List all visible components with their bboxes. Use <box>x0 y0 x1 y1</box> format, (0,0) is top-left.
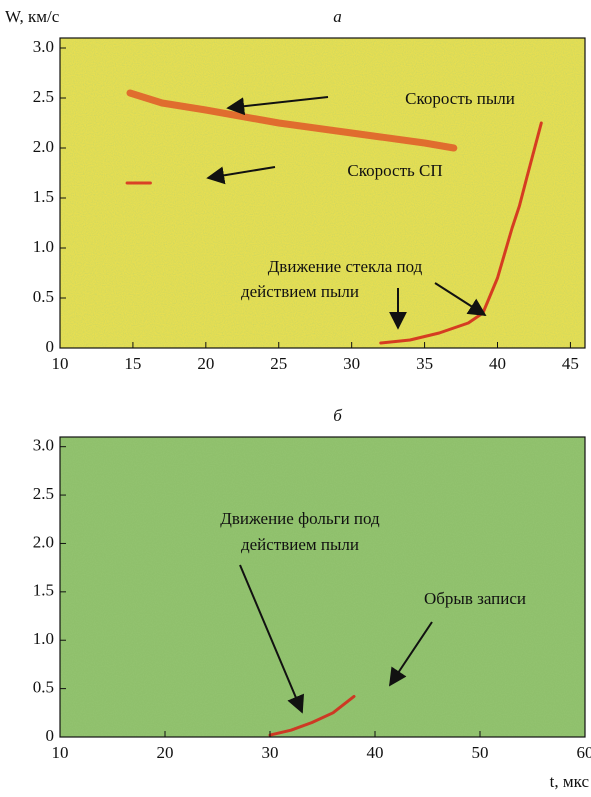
y-tick-label: 0.5 <box>33 287 54 306</box>
trace <box>379 121 543 345</box>
trace <box>268 694 356 737</box>
x-tick-label: 15 <box>124 354 141 373</box>
plot-texture <box>60 437 585 737</box>
y-tick-label: 3.0 <box>33 37 54 56</box>
y-tick-label: 2.0 <box>33 532 54 551</box>
y-tick-label: 0.5 <box>33 678 54 697</box>
x-tick-label: 40 <box>489 354 506 373</box>
panel-title: а <box>333 7 342 26</box>
x-tick-label: 30 <box>343 354 360 373</box>
y-tick-label: 1.5 <box>33 581 54 600</box>
annotation: действием пыли <box>241 535 359 554</box>
x-tick-label: 20 <box>157 743 174 762</box>
x-axis-label: t, мкс <box>550 772 590 791</box>
annotation: действием пыли <box>241 282 359 301</box>
annotation: Скорость СП <box>347 161 442 180</box>
y-tick-label: 0 <box>46 337 55 356</box>
y-tick-label: 2.5 <box>33 484 54 503</box>
arrow <box>389 621 433 687</box>
x-tick-label: 20 <box>197 354 214 373</box>
plot-frame <box>59 37 586 349</box>
annotation: Скорость пыли <box>405 89 515 108</box>
x-tick-label: 25 <box>270 354 287 373</box>
x-tick-label: 35 <box>416 354 433 373</box>
annotation: Движение фольги под <box>220 509 380 528</box>
y-tick-label: 1.0 <box>33 629 54 648</box>
arrow <box>239 564 304 714</box>
y-tick-label: 0 <box>46 726 55 745</box>
x-tick-label: 40 <box>367 743 384 762</box>
y-tick-label: 2.0 <box>33 137 54 156</box>
arrow <box>434 282 487 316</box>
panel-title: б <box>333 406 342 425</box>
plot-frame <box>59 436 586 738</box>
arrow <box>206 166 276 185</box>
annotation: Движение стекла под <box>268 257 423 276</box>
x-tick-label: 60 <box>577 743 591 762</box>
x-tick-label: 50 <box>472 743 489 762</box>
arrow <box>226 96 329 116</box>
y-axis-label: W, км/с <box>5 7 60 26</box>
y-tick-label: 1.0 <box>33 237 54 256</box>
y-tick-label: 1.5 <box>33 187 54 206</box>
y-tick-label: 3.0 <box>33 436 54 455</box>
y-tick-label: 2.5 <box>33 87 54 106</box>
x-tick-label: 10 <box>52 354 69 373</box>
x-tick-label: 30 <box>262 743 279 762</box>
x-tick-label: 45 <box>562 354 579 373</box>
plot-texture <box>60 38 585 348</box>
trace <box>126 89 458 152</box>
annotation: Обрыв записи <box>424 589 526 608</box>
x-tick-label: 10 <box>52 743 69 762</box>
